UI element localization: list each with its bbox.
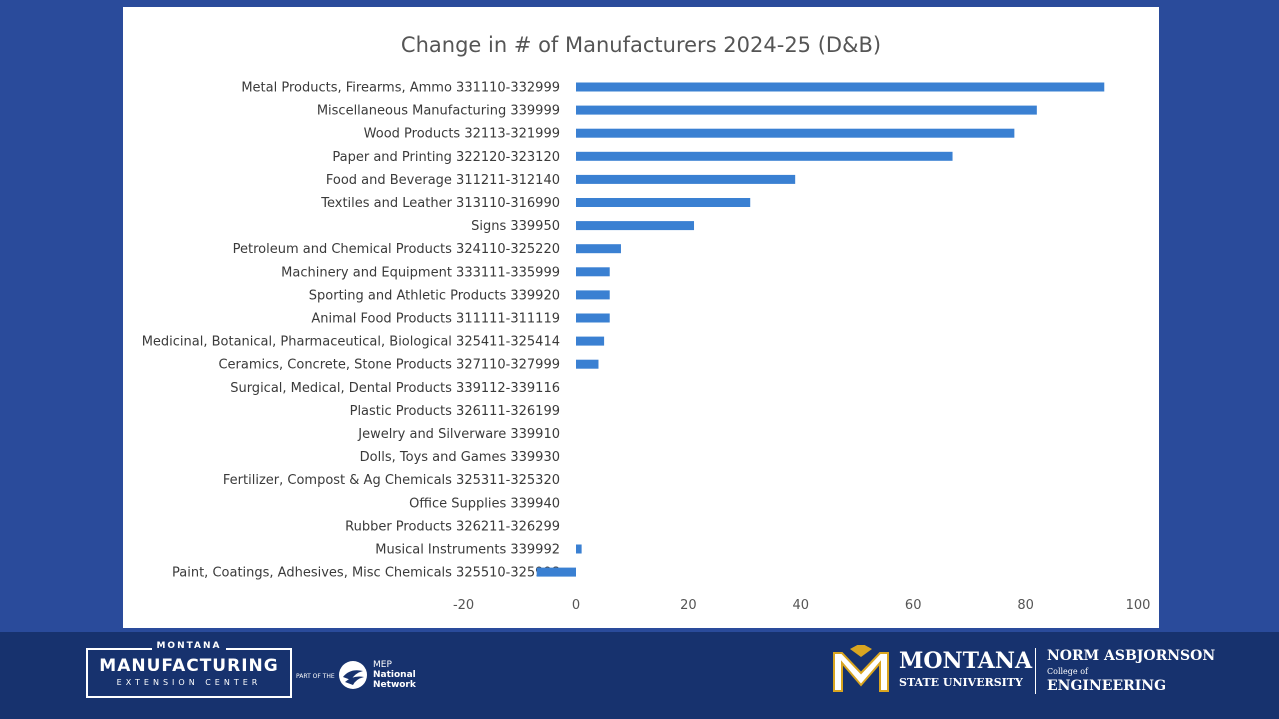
bar [576, 313, 610, 323]
category-label: Signs 339950 [471, 219, 560, 234]
x-tick-label: 20 [680, 598, 697, 613]
category-label: Textiles and Leather 313110-316990 [320, 196, 560, 211]
bar [576, 128, 1015, 138]
category-label: Musical Instruments 339992 [375, 543, 560, 558]
x-tick-label: 80 [1017, 598, 1034, 613]
mep-line-2: National [373, 670, 416, 680]
bar [576, 174, 796, 184]
x-tick-label: 40 [793, 598, 810, 613]
category-label: Metal Products, Firearms, Ammo 331110-33… [241, 81, 560, 96]
category-label: Medicinal, Botanical, Pharmaceutical, Bi… [142, 335, 560, 350]
mep-line-3: Network [373, 680, 416, 690]
mfg-logo-state: MONTANA [152, 641, 226, 651]
bar [576, 105, 1037, 115]
bar [576, 544, 582, 554]
chart-panel: Change in # of Manufacturers 2024-25 (D&… [123, 7, 1159, 628]
bar [576, 359, 599, 369]
logo-divider [1035, 648, 1036, 694]
bar [576, 267, 610, 277]
category-label: Fertilizer, Compost & Ag Chemicals 32531… [223, 473, 560, 488]
category-label: Wood Products 32113-321999 [364, 127, 560, 142]
category-label: Surgical, Medical, Dental Products 33911… [230, 381, 560, 396]
category-label: Jewelry and Silverware 339910 [357, 427, 560, 442]
bar [576, 221, 695, 231]
part-of-label: PART OF THE [296, 673, 335, 680]
category-label: Food and Beverage 311211-312140 [326, 173, 560, 188]
bar [536, 567, 576, 577]
msu-m-logo-icon [833, 645, 889, 692]
bar-chart: Metal Products, Firearms, Ammo 331110-33… [142, 81, 1151, 614]
category-label: Paper and Printing 322120-323120 [332, 150, 560, 165]
x-tick-label: 0 [572, 598, 580, 613]
category-label: Ceramics, Concrete, Stone Products 32711… [218, 358, 560, 373]
bar [576, 290, 610, 300]
bar [576, 198, 751, 207]
mfg-logo-sub: EXTENSION CENTER [116, 678, 262, 687]
category-label: Machinery and Equipment 333111-335999 [281, 265, 560, 280]
bar [576, 244, 621, 254]
category-label: Animal Food Products 311111-311119 [311, 312, 560, 327]
mfg-extension-center-logo: MONTANA MANUFACTURING EXTENSION CENTER [86, 641, 292, 698]
x-tick-label: 100 [1126, 598, 1151, 613]
msu-subtitle: STATE UNIVERSITY [899, 676, 1023, 689]
mep-line-1: MEP [373, 660, 392, 670]
category-label: Petroleum and Chemical Products 324110-3… [233, 242, 560, 257]
coe-engineering: ENGINEERING [1047, 678, 1167, 694]
bar [576, 151, 953, 161]
bar [576, 336, 605, 346]
coe-college-label: College of [1047, 667, 1088, 676]
x-tick-label: 60 [905, 598, 922, 613]
bar [576, 82, 1105, 92]
category-label: Miscellaneous Manufacturing 339999 [317, 104, 560, 119]
msu-name: MONTANA [899, 648, 1033, 674]
mep-network-text: MEP National Network [373, 660, 416, 690]
category-label: Dolls, Toys and Games 339930 [360, 450, 560, 465]
mep-network-icon [339, 661, 367, 689]
x-tick-label: -20 [453, 598, 474, 613]
coe-name: NORM ASBJORNSON [1047, 648, 1216, 664]
mfg-logo-main: MANUFACTURING [99, 656, 279, 676]
chart-title: Change in # of Manufacturers 2024-25 (D&… [400, 33, 882, 57]
category-label: Rubber Products 326211-326299 [345, 519, 560, 534]
category-label: Office Supplies 339940 [409, 496, 560, 511]
category-label: Sporting and Athletic Products 339920 [309, 288, 560, 303]
category-label: Paint, Coatings, Adhesives, Misc Chemica… [172, 566, 560, 581]
category-label: Plastic Products 326111-326199 [350, 404, 560, 419]
